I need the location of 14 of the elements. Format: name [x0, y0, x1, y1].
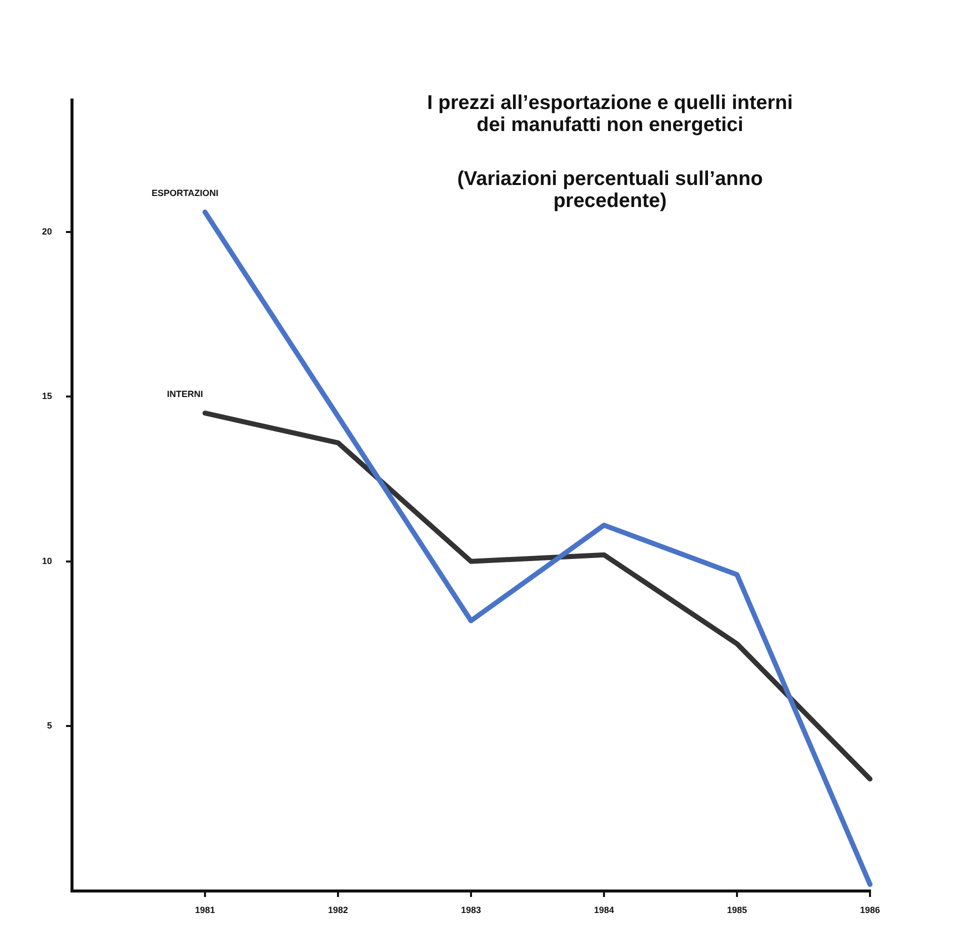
chart-title: I prezzi all’esportazione e quelli interni dei manufatti non energetici	[426, 92, 794, 136]
x-tick-label: 1986	[860, 904, 880, 915]
x-tick-label: 1981	[194, 904, 216, 915]
y-tick-label: 20	[42, 226, 52, 236]
x-tick-label: 1982	[328, 904, 348, 915]
text: (Variazioni percentuali sull’anno precedente)	[456, 168, 764, 212]
text: ESPORTAZIONI	[152, 188, 218, 198]
y-tick-label: 15	[42, 391, 52, 402]
y-tick-label: 5	[46, 720, 52, 731]
series-label: INTERNI	[167, 389, 203, 400]
x-tick-label: 1984	[594, 904, 614, 915]
x-tick-label: 1983	[460, 904, 482, 915]
y-tick-label: 10	[42, 556, 52, 566]
x-tick-label: 1985	[726, 904, 748, 915]
